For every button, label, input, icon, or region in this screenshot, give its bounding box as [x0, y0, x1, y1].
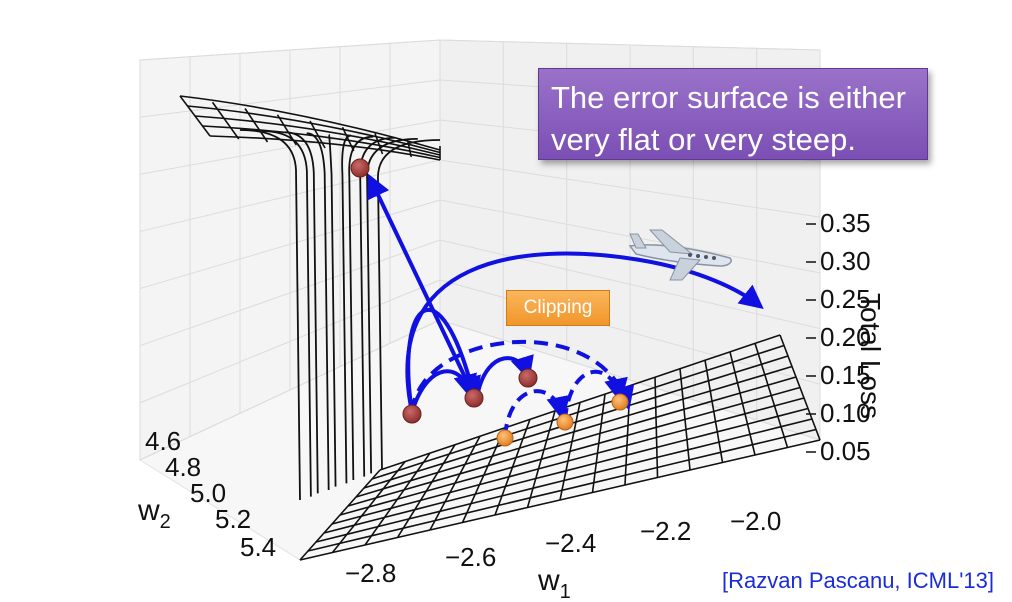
x-tick-label: −2.8 [345, 558, 396, 588]
surface-line [306, 132, 330, 491]
dashed-hop-1 [503, 389, 571, 437]
y-axis-ticks: 4.64.85.05.25.4 [145, 426, 276, 562]
gridline [139, 159, 441, 232]
orange-point [496, 429, 514, 447]
surface-line [359, 136, 396, 477]
x-tick-label: −2.0 [730, 506, 781, 536]
surface-line [374, 133, 384, 155]
red-point [518, 368, 538, 388]
big-jump-arrow [367, 173, 476, 397]
y-tick-label: 5.4 [240, 532, 276, 562]
x-tick-label: −2.6 [445, 542, 496, 572]
gridline [439, 159, 821, 218]
surface-line [754, 343, 789, 448]
surface-line [341, 126, 355, 152]
airplane-icon [628, 229, 732, 281]
gridline [139, 279, 441, 404]
surface-line [779, 334, 821, 441]
y-axis-label: w2 [137, 494, 171, 533]
surface-line [276, 114, 297, 146]
surface-line [494, 419, 531, 516]
trajectory-points [350, 158, 629, 447]
x-tick-label: −2.2 [640, 516, 691, 546]
surface-line [654, 377, 659, 478]
red-point [350, 158, 370, 178]
citation: [Razvan Pascanu, ICML'13] [722, 568, 995, 593]
z-tick-label: 0.15 [820, 360, 871, 390]
gridline [139, 79, 441, 118]
x-tick-label: −2.4 [545, 528, 596, 558]
red-point [402, 404, 422, 424]
gridline [439, 199, 821, 274]
y-tick-label: 4.8 [165, 452, 201, 482]
surface-line [239, 129, 301, 501]
clipped-arc-1 [410, 339, 635, 413]
z-axis-ticks: 0.35 0.30 0.25 0.20 0.15 0.10 0.05 [806, 208, 871, 466]
gridline [439, 239, 821, 330]
surface-line [396, 444, 456, 538]
surface-line [179, 95, 441, 151]
gridline [139, 319, 441, 461]
surface-line [429, 435, 481, 531]
surface-line [211, 101, 240, 140]
z-tick-label: 0.25 [820, 284, 871, 314]
callout-line-1: The error surface is either [551, 80, 906, 115]
z-tick-label: 0.30 [820, 246, 871, 276]
y-tick-label: 5.0 [190, 478, 226, 508]
surface-line [331, 461, 406, 554]
surface-line [202, 125, 441, 159]
surface-line [179, 95, 211, 137]
orange-point [556, 413, 574, 431]
trajectory-arrows [367, 173, 764, 437]
red-point [464, 388, 484, 408]
clipping-label: Clipping [506, 290, 610, 326]
surface-line [309, 120, 326, 149]
flight-arrow [405, 251, 764, 413]
gridline [439, 319, 821, 441]
surface-line [559, 402, 581, 501]
surface-line [327, 133, 337, 487]
surface-line [704, 360, 724, 463]
gridline [139, 119, 441, 175]
z-tick-label: 0.05 [820, 436, 871, 466]
z-axis-label: Total Loss [855, 292, 886, 420]
surface-line [299, 469, 381, 561]
x-axis-label: w1 [537, 564, 571, 602]
gridline [139, 39, 441, 61]
orange-point [611, 393, 629, 411]
surface-line [461, 427, 506, 523]
gridline [439, 279, 821, 385]
surface-line [591, 394, 606, 493]
surface-line [679, 368, 691, 471]
surface-line [406, 139, 413, 158]
z-tick-label: 0.10 [820, 398, 871, 428]
surface-line [244, 108, 269, 143]
error-surface-mesh [179, 95, 821, 561]
hop-arc-1 [410, 369, 477, 413]
gridline [439, 39, 821, 51]
z-tick-label: 0.35 [820, 208, 871, 238]
z-tick-label: 0.20 [820, 322, 871, 352]
x-axis-ticks: −2.8 −2.6 −2.4 −2.2 −2.0 [345, 506, 781, 588]
error-surface-callout: The error surface is either very flat or… [538, 68, 928, 160]
hop-arc-2 [476, 354, 534, 393]
surface-line [526, 410, 556, 508]
dashed-hop-2 [563, 369, 628, 421]
surface-line [366, 137, 418, 474]
y-tick-label: 5.2 [215, 504, 251, 534]
callout-line-2: very flat or very steep. [551, 122, 856, 157]
y-tick-label: 4.6 [145, 426, 181, 456]
gridline [139, 239, 441, 347]
surface-line [364, 452, 431, 546]
surface-line [729, 351, 756, 456]
surface-line [209, 135, 441, 161]
gridline [139, 199, 441, 290]
